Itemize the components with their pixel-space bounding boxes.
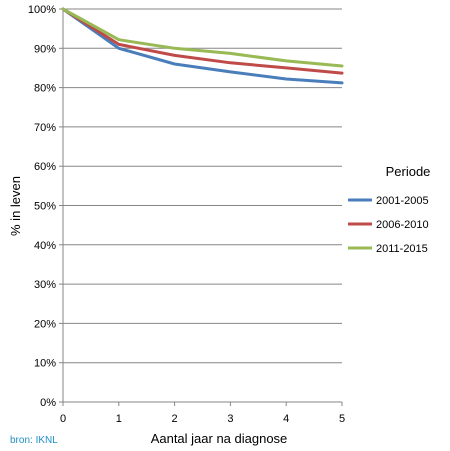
- x-tick-label: 2: [172, 413, 178, 425]
- legend-label: 2001-2005: [376, 195, 429, 207]
- source-label: bron: IKNL: [10, 435, 58, 446]
- x-axis-title: Aantal jaar na diagnose: [151, 431, 288, 446]
- y-tick-labels: 0% 10% 20% 30% 40% 50% 60% 70% 80% 90% 100%: [28, 4, 56, 409]
- series-line-2011-2015: [61, 7, 344, 68]
- x-tick-label: 4: [283, 413, 289, 425]
- y-tick-label: 10%: [34, 358, 56, 370]
- y-tick-label: 90%: [34, 43, 56, 55]
- series-line-2001-2005: [61, 7, 344, 85]
- axes: [59, 8, 343, 406]
- x-tick-labels: 0 1 2 3 4 5: [60, 413, 345, 425]
- y-tick-label: 40%: [34, 240, 56, 252]
- y-tick-label: 70%: [34, 122, 56, 134]
- legend-label: 2006-2010: [376, 219, 429, 231]
- legend-title: Periode: [386, 164, 431, 179]
- y-tick-label: 100%: [28, 4, 56, 16]
- x-tick-label: 0: [60, 413, 66, 425]
- x-tick-label: 1: [116, 413, 122, 425]
- y-axis-title: % in leven: [8, 176, 23, 236]
- legend-label: 2011-2015: [376, 243, 428, 255]
- y-tick-label: 50%: [34, 201, 56, 213]
- legend: Periode 2001-2005 2006-2010 2011-2015: [348, 164, 430, 255]
- series-line-2006-2010: [61, 7, 344, 75]
- y-tick-label: 60%: [34, 161, 56, 173]
- x-tick-label: 3: [227, 413, 233, 425]
- series-lines: [61, 7, 344, 85]
- y-tick-label: 20%: [34, 318, 56, 330]
- y-tick-label: 30%: [34, 279, 56, 291]
- x-tick-label: 5: [339, 413, 345, 425]
- y-tick-label: 0%: [40, 397, 56, 409]
- grid-lines: [63, 8, 342, 364]
- y-tick-label: 80%: [34, 83, 56, 95]
